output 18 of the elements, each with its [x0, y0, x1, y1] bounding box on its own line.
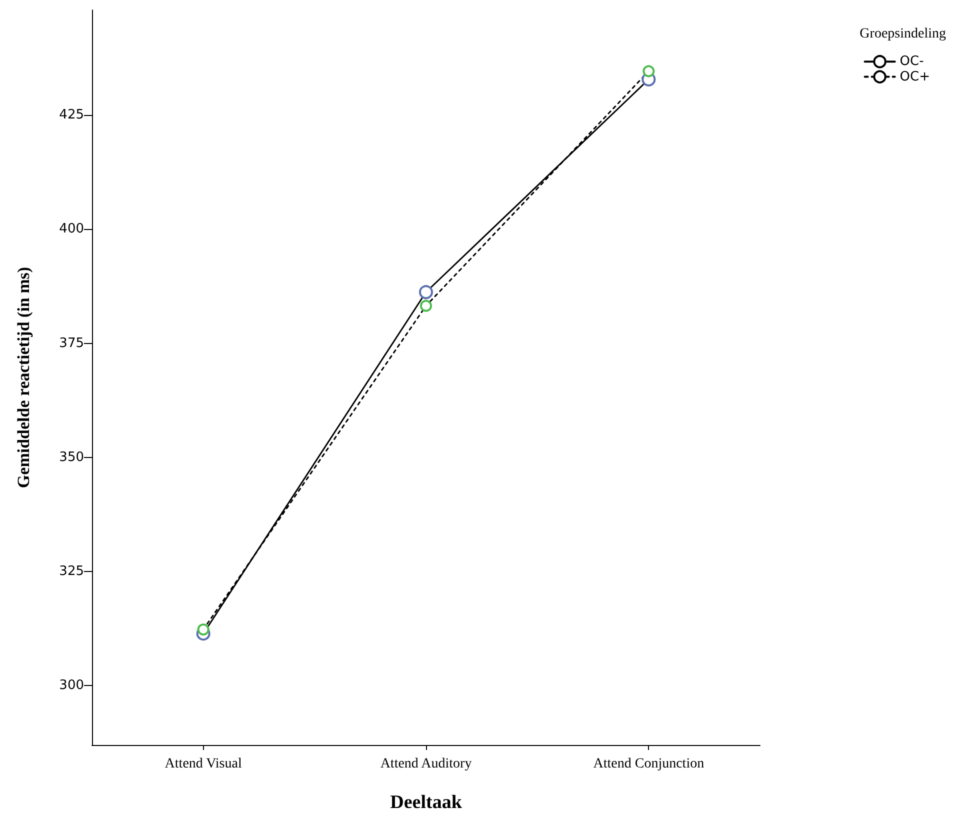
y-tick-label: 400 [59, 222, 84, 237]
x-axis-title: Deeltaak [390, 792, 462, 813]
y-tick-label: 425 [59, 108, 84, 122]
x-tick-label: Attend Visual [164, 756, 242, 772]
y-tick-label: 325 [59, 564, 84, 580]
y-axis-title: Gemiddelde reactietijd (in ms) [14, 266, 33, 488]
y-tick-label: 300 [59, 678, 84, 694]
x-tick-label: Attend Auditory [380, 756, 472, 772]
point [420, 300, 432, 312]
point [642, 65, 655, 78]
legend-label: OC+ [900, 69, 930, 84]
point [419, 285, 433, 300]
point [197, 624, 210, 636]
y-tick-label: 375 [59, 336, 84, 351]
legend-label: OC- [900, 54, 924, 70]
legend-title: Groepsindeling [860, 26, 946, 42]
x-tick-label: Attend Conjunction [593, 756, 704, 772]
y-tick-label: 350 [59, 450, 84, 465]
